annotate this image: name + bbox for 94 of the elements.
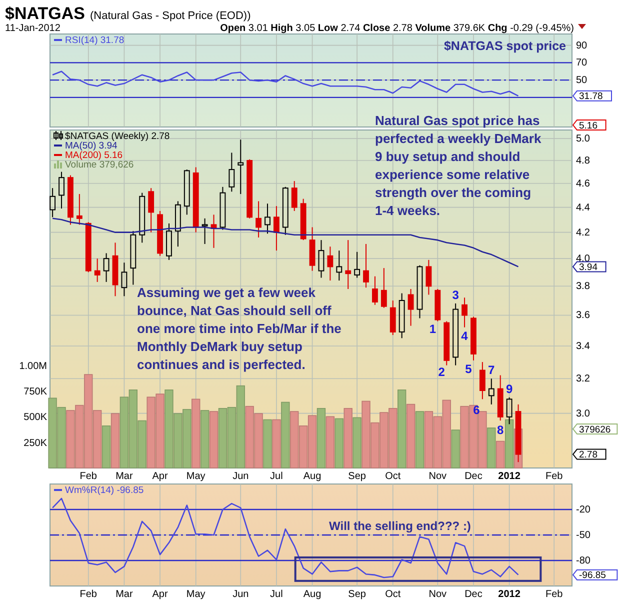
text: 379626 (579, 424, 611, 436)
x-tick-label: May (186, 589, 206, 600)
text: 11-Jan-2012 (5, 23, 61, 34)
x-tick-label: Apr (152, 471, 168, 482)
y2-tick-label: 750K (24, 386, 48, 398)
x-tick-label: Dec (464, 471, 482, 482)
y-tick-label: 3.4 (576, 340, 590, 352)
x-tick-label: Sep (348, 471, 366, 482)
legend-label: Wm%R(14) -96.85 (65, 485, 144, 496)
x-tick-label: 2012 (498, 589, 521, 600)
x-tick-label: Nov (428, 471, 447, 482)
x-tick-label: Jun (232, 471, 249, 482)
candlestick (174, 200, 181, 248)
annotation: 7 (488, 363, 496, 377)
y-tick-label: 50 (576, 75, 588, 86)
candlestick (94, 258, 100, 282)
x-tick-label: Nov (428, 589, 447, 600)
candlestick (327, 246, 334, 282)
x-tick-label: Dec (464, 589, 482, 600)
annotation: 9 (506, 382, 513, 396)
text: -96.85 (579, 570, 606, 582)
candlestick (112, 242, 118, 297)
legend-label: Volume 379,626 (65, 160, 134, 170)
x-tick-label: May (186, 471, 206, 482)
x-tick-label: Oct (385, 471, 401, 482)
annotation: 3 (452, 288, 460, 302)
legend-label: MA(200) 5.16 (65, 150, 123, 161)
y-tick-label: -80 (576, 556, 591, 566)
y-tick-label: 70 (576, 58, 588, 69)
x-tick-label: Feb (545, 589, 564, 600)
candlestick (309, 226, 316, 272)
candlestick (103, 252, 110, 282)
candlestick (452, 302, 459, 366)
text: 2.78 (579, 450, 598, 461)
text: 5.16 (579, 120, 598, 132)
x-tick-label: Aug (303, 471, 322, 482)
y-tick-label: 90 (576, 40, 588, 52)
chart-title: $NATGAS (5, 4, 85, 23)
candlestick (462, 297, 468, 328)
x-tick-label: Oct (385, 589, 401, 600)
x-tick-label: Sep (348, 589, 366, 600)
candlestick (488, 378, 494, 405)
y-tick-label: 3.0 (576, 408, 590, 420)
x-tick-label: Jun (232, 589, 249, 600)
text: Open 3.01 High 3.05 Low 2.74 Close 2.78 Volume 379.6K Chg -0.29 (-9.45%) (220, 23, 574, 34)
candlestick (345, 240, 352, 290)
legend-label: $NATGAS (Weekly) 2.78 (65, 131, 170, 142)
legend-label: MA(50) 3.94 (65, 140, 118, 152)
text: 3.94 (579, 262, 598, 273)
x-tick-label: Mar (116, 471, 134, 482)
annotation: 8 (497, 423, 504, 437)
candlestick (121, 262, 128, 297)
legend-label: RSI(14) 31.78 (65, 35, 124, 46)
x-tick-label: Feb (545, 471, 564, 482)
y-tick-label: 3.6 (576, 310, 590, 322)
candlestick (273, 206, 280, 252)
candlestick (256, 200, 262, 238)
y2-tick-label: 1.00M (19, 360, 47, 372)
candlestick (238, 139, 244, 195)
x-tick-label: Aug (303, 589, 322, 600)
annotation: Will the selling end??? :) (329, 519, 471, 533)
y2-tick-label: 250K (24, 438, 48, 449)
y-tick-label: 4.8 (576, 155, 590, 166)
y2-tick-label: 500K (24, 412, 48, 424)
y-tick-label: 4.2 (576, 227, 590, 238)
text: 31.78 (579, 91, 603, 102)
chart-subtitle: (Natural Gas - Spot Price (EOD)) (90, 10, 251, 22)
y-tick-label: 4.6 (576, 178, 590, 190)
y-tick-label: -50 (576, 530, 591, 541)
x-tick-label: Mar (116, 589, 134, 600)
annotation: 6 (473, 403, 480, 417)
annotation: Natural Gas spot price has perfected a weekly DeMark 9 buy setup and should experience some relative strength over the coming 1-4 weeks. (375, 113, 542, 218)
x-tick-label: 2012 (498, 471, 521, 482)
annotation: 5 (465, 362, 472, 376)
y-tick-label: 3.2 (576, 374, 590, 385)
annotation: 2 (438, 365, 446, 379)
annotation: $NATGAS spot price (444, 39, 566, 53)
annotation: 4 (461, 329, 468, 343)
x-tick-label: Feb (80, 471, 98, 482)
x-tick-label: Jul (270, 589, 283, 600)
candlestick (479, 362, 486, 400)
y-tick-label: 3.8 (576, 281, 590, 292)
annotation: 1 (429, 322, 436, 336)
line-series (52, 218, 519, 268)
candlestick (336, 250, 342, 282)
x-tick-label: Feb (80, 589, 98, 600)
y-tick-label: -20 (576, 504, 591, 516)
line-series (52, 70, 519, 97)
y-tick-label: 5.0 (576, 134, 590, 145)
annotation: Assuming we get a few week bounce, Nat Gas should sell off one more time into Feb/Mar if the Monthly DeMark buy setup continues and is perfected. (137, 285, 342, 372)
x-tick-label: Apr (152, 589, 168, 600)
x-tick-label: Jul (270, 471, 283, 482)
line-series (52, 498, 519, 578)
y-tick-label: 4.4 (576, 202, 590, 214)
